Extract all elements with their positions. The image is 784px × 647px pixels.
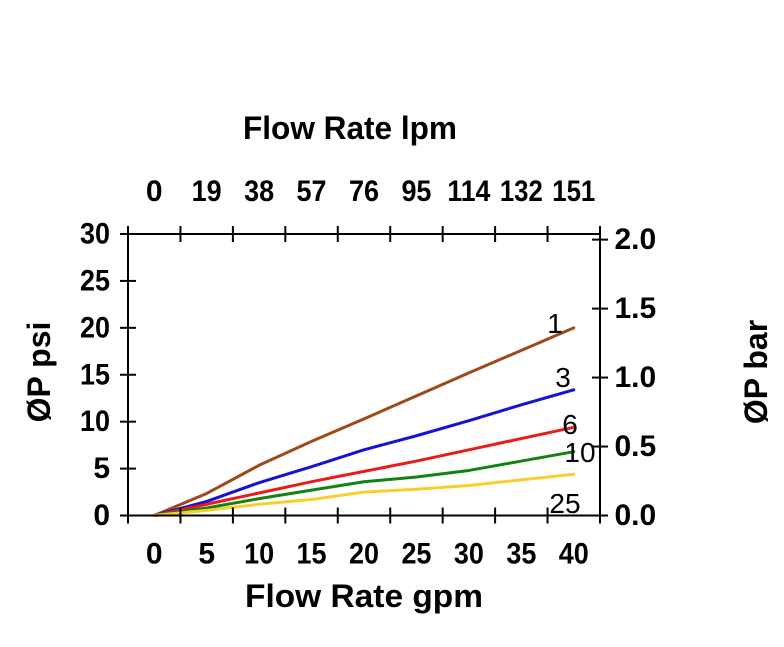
series-label-6: 6 (562, 409, 578, 440)
series-line-10 (152, 450, 576, 517)
bottom-axis-tick-label: 30 (454, 538, 484, 571)
right-axis-tick-label: 0.0 (615, 499, 657, 532)
right-axis-tick-label: 1.5 (615, 292, 657, 325)
bottom-axis-tick-label: 20 (349, 538, 379, 571)
series-label-1: 1 (547, 308, 563, 339)
top-axis-tick-label: 132 (500, 175, 543, 208)
top-axis-tick-label: 0 (146, 175, 163, 208)
left-axis-tick-label: 5 (93, 452, 110, 485)
series-line-25 (152, 472, 576, 517)
top-axis-tick-label: 114 (447, 175, 490, 208)
bottom-axis-tick-label: 15 (297, 538, 327, 571)
left-axis-tick-label: 15 (80, 358, 110, 391)
top-axis-tick-label: 57 (297, 175, 327, 208)
series-label-3: 3 (555, 362, 571, 393)
left-axis-tick-label: 10 (80, 405, 110, 438)
right-axis-tick-label: 2.0 (615, 223, 657, 256)
left-axis-tick-label: 0 (93, 499, 110, 532)
bottom-axis-tick-label: 25 (401, 538, 431, 571)
bottom-axis-tick-label: 35 (506, 538, 536, 571)
right-axis-tick-label: 0.5 (615, 430, 657, 463)
bottom-axis-title: Flow Rate gpm (245, 578, 483, 614)
series-line-6 (152, 425, 576, 517)
series-line-1 (152, 326, 576, 517)
bottom-axis-tick-label: 0 (146, 538, 163, 571)
top-axis-tick-label: 19 (192, 175, 222, 208)
left-axis-tick-label: 25 (80, 264, 110, 297)
bottom-axis-tick-label: 5 (198, 538, 215, 571)
top-axis-tick-label: 151 (552, 175, 595, 208)
top-axis-tick-label: 95 (401, 175, 431, 208)
top-axis-title: Flow Rate lpm (243, 110, 457, 146)
bottom-axis-tick-label: 40 (559, 538, 589, 571)
left-axis-tick-label: 20 (80, 311, 110, 344)
right-axis-tick-label: 1.0 (615, 361, 657, 394)
left-axis-tick-label: 30 (80, 218, 110, 251)
bottom-axis-tick-label: 10 (244, 538, 274, 571)
top-axis-tick-label: 76 (349, 175, 379, 208)
right-axis-title: ØP bar (738, 320, 774, 424)
top-axis-tick-label: 38 (244, 175, 274, 208)
series-line-3 (152, 388, 576, 517)
plot-frame (127, 233, 601, 517)
left-axis-title: ØP psi (21, 322, 57, 423)
series-label-10: 10 (564, 437, 595, 468)
series-label-25: 25 (549, 488, 580, 519)
